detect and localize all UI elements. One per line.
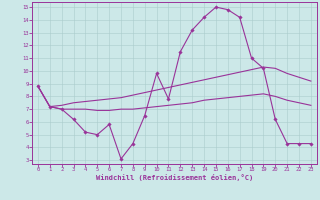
X-axis label: Windchill (Refroidissement éolien,°C): Windchill (Refroidissement éolien,°C) xyxy=(96,174,253,181)
